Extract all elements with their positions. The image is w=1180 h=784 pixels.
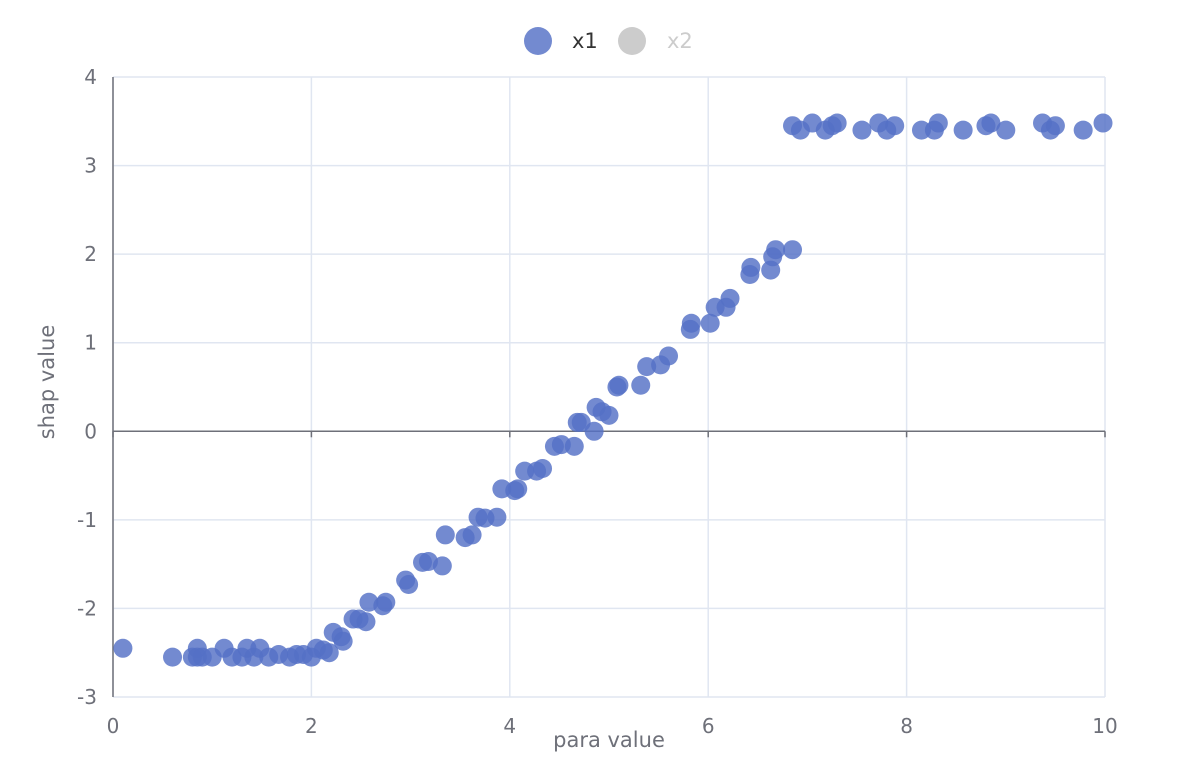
data-point[interactable] (1045, 116, 1065, 136)
data-point[interactable] (487, 507, 507, 527)
legend-marker (524, 27, 552, 55)
legend-label: x1 (572, 29, 598, 53)
data-point[interactable] (508, 479, 528, 499)
data-point[interactable] (720, 288, 740, 308)
data-point[interactable] (852, 120, 872, 140)
data-point[interactable] (827, 113, 847, 133)
data-point[interactable] (113, 638, 133, 658)
data-point[interactable] (783, 240, 803, 260)
grid (112, 76, 1106, 698)
data-point[interactable] (1093, 113, 1113, 133)
data-point[interactable] (928, 113, 948, 133)
data-point[interactable] (333, 631, 353, 651)
y-tick-label: 1 (84, 331, 97, 355)
y-tick-label: 4 (84, 65, 97, 89)
data-point[interactable] (741, 257, 761, 277)
legend-item-x2[interactable]: x2 (618, 27, 693, 55)
data-point[interactable] (599, 405, 619, 425)
legend-item-x1[interactable]: x1 (524, 27, 598, 55)
data-point[interactable] (700, 313, 720, 333)
y-tick-label: 0 (84, 419, 97, 443)
data-point[interactable] (432, 556, 452, 576)
legend: x1 x2 (524, 27, 693, 55)
data-point[interactable] (637, 357, 657, 377)
data-point[interactable] (981, 113, 1001, 133)
x-tick-label: 6 (702, 714, 715, 738)
data-point[interactable] (631, 375, 651, 395)
axes: -3 -2 -1 0 1 2 3 4 0 2 4 6 8 10 (77, 65, 1118, 738)
data-point[interactable] (399, 575, 419, 595)
series-x1-points (113, 113, 1113, 667)
x-axis-title: para value (553, 728, 665, 752)
data-point[interactable] (953, 120, 973, 140)
data-point[interactable] (319, 643, 339, 663)
data-point[interactable] (376, 592, 396, 612)
y-tick-label: 2 (84, 242, 97, 266)
y-tick-label: 3 (84, 154, 97, 178)
data-point[interactable] (659, 346, 679, 366)
data-point[interactable] (435, 525, 455, 545)
y-tick-label: -2 (77, 596, 97, 620)
data-point[interactable] (564, 436, 584, 456)
data-point[interactable] (681, 313, 701, 333)
y-axis-title: shap value (35, 325, 59, 440)
data-point[interactable] (996, 120, 1016, 140)
data-point[interactable] (1073, 120, 1093, 140)
data-point[interactable] (533, 458, 553, 478)
data-point[interactable] (163, 647, 183, 667)
x-tick-label: 0 (107, 714, 120, 738)
data-point[interactable] (584, 421, 604, 441)
data-point[interactable] (462, 525, 482, 545)
x-tick-label: 2 (305, 714, 318, 738)
data-point[interactable] (885, 116, 905, 136)
legend-marker (618, 27, 646, 55)
data-point[interactable] (609, 375, 629, 395)
y-tick-label: -1 (77, 508, 97, 532)
y-tick-label: -3 (77, 685, 97, 709)
legend-label: x2 (667, 29, 693, 53)
data-point[interactable] (766, 240, 786, 260)
x-tick-label: 10 (1092, 714, 1117, 738)
data-point[interactable] (356, 612, 376, 632)
x-tick-label: 8 (900, 714, 913, 738)
x-tick-label: 4 (503, 714, 516, 738)
